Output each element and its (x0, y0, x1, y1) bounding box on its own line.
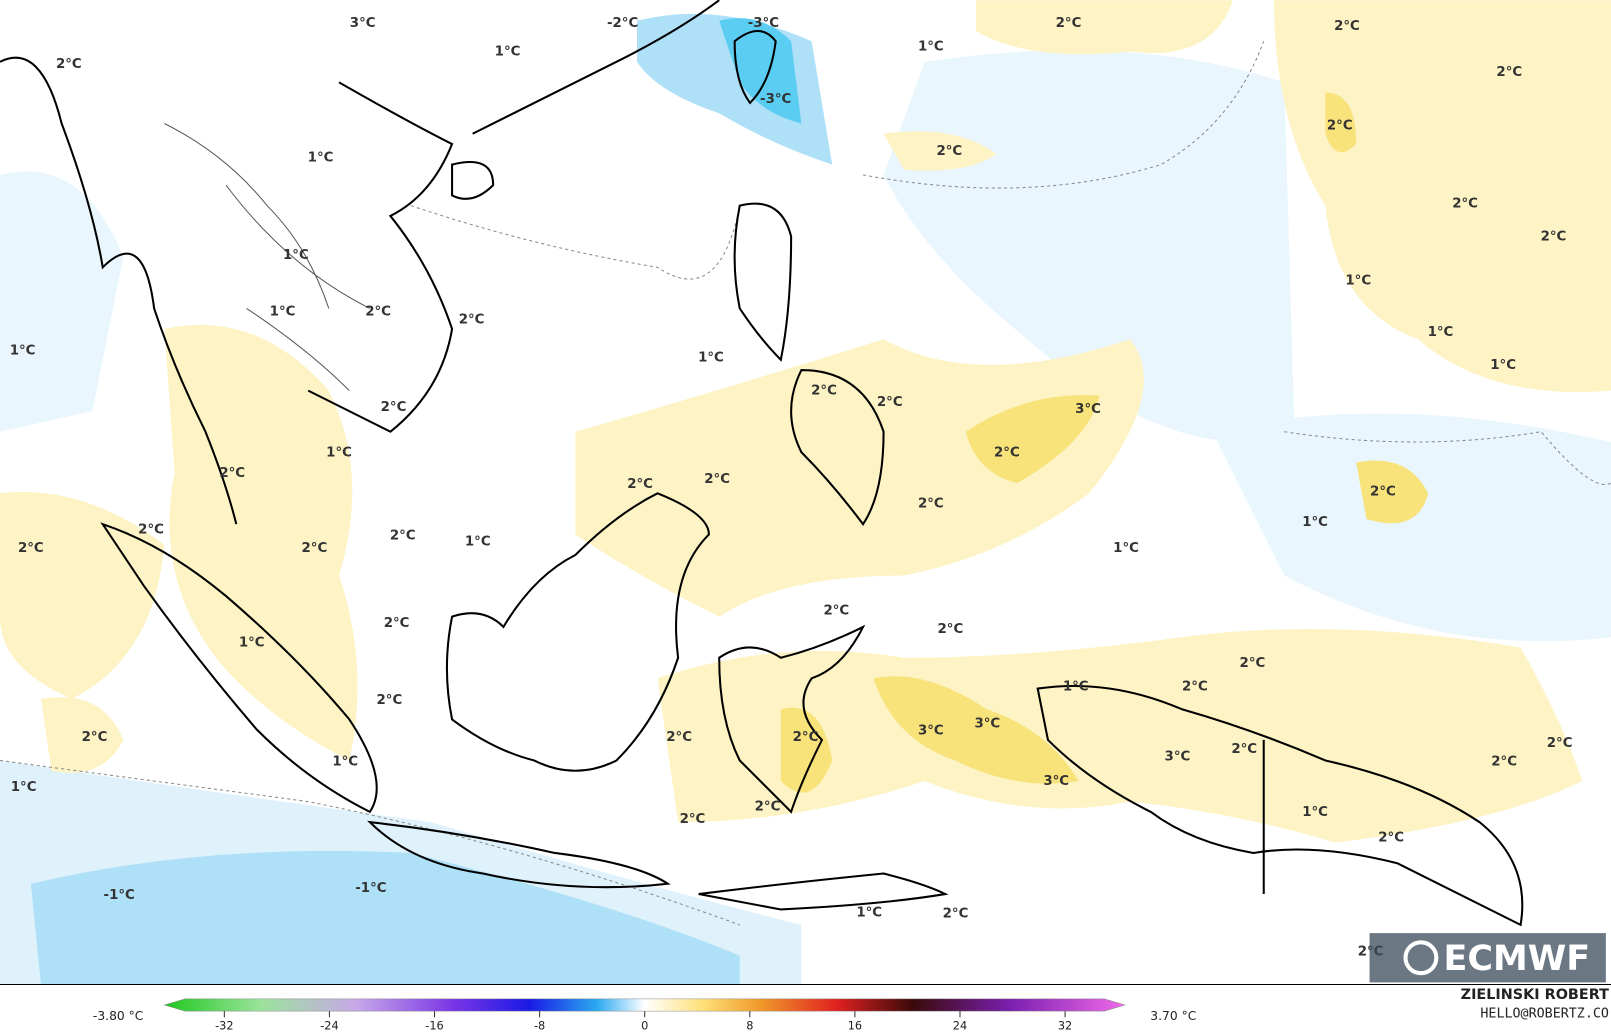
map-label: 2°C (302, 541, 328, 556)
map-label: 1°C (856, 906, 882, 921)
map-label: 2°C (704, 472, 730, 487)
map-label: 2°C (823, 603, 849, 618)
map-label: 2°C (811, 384, 837, 399)
map-label: 2°C (1231, 742, 1257, 757)
colorbar-min: -3.80 °C (93, 1009, 144, 1023)
map-label: 2°C (994, 445, 1020, 460)
map-label: 1°C (308, 150, 334, 165)
map-label: 2°C (377, 693, 403, 708)
map-label: 2°C (219, 466, 245, 481)
map-label: 1°C (11, 780, 37, 795)
map-label: 2°C (1182, 680, 1208, 695)
map-label: 1°C (495, 45, 521, 60)
map-label: 2°C (381, 400, 407, 415)
map-label: 2°C (936, 144, 962, 159)
map-label: 1°C (918, 39, 944, 54)
colorbar-ticks: -32 -24 -16 -8 0 8 16 24 32 (215, 1011, 1072, 1033)
map-label: 2°C (459, 313, 485, 328)
colorbar-max: 3.70 °C (1150, 1009, 1196, 1023)
map-label: 2°C (680, 812, 706, 827)
colorbar-tick-label: 24 (953, 1020, 967, 1033)
map-label: 1°C (1302, 805, 1328, 820)
colorbar-tick-label: 0 (641, 1020, 648, 1033)
map-label: 1°C (1490, 358, 1516, 373)
map-label: 2°C (1547, 736, 1573, 751)
map-label: 1°C (1113, 541, 1139, 556)
map-label: 1°C (326, 445, 352, 460)
map-label: 1°C (1302, 515, 1328, 530)
map-label: 2°C (18, 541, 44, 556)
map-label: 2°C (1378, 831, 1404, 846)
map-label: 1°C (239, 635, 265, 650)
map-label: 1°C (698, 351, 724, 366)
map-label: 2°C (1334, 19, 1360, 34)
map-label: 2°C (390, 528, 416, 543)
map-label: -2°C (607, 16, 638, 31)
map-label: 2°C (56, 57, 82, 72)
map-label: 2°C (918, 497, 944, 512)
map-label: 2°C (627, 477, 653, 492)
colorbar-tick-label: 32 (1058, 1020, 1072, 1033)
map-label: 2°C (1452, 197, 1478, 212)
map-label: 1°C (283, 248, 309, 263)
logo-text: ECMWF (1444, 939, 1591, 979)
map-label: 2°C (82, 730, 108, 745)
map-label: 3°C (918, 724, 944, 739)
map-label: 2°C (1056, 16, 1082, 31)
map-label: 2°C (1541, 229, 1567, 244)
map-label: 1°C (332, 755, 358, 770)
map-label: 2°C (1370, 484, 1396, 499)
coastlines (0, 0, 1524, 927)
contours (0, 41, 1611, 926)
map-label: -3°C (748, 16, 779, 31)
map-label: 1°C (270, 305, 296, 320)
anomaly-fill (0, 0, 1611, 987)
map-labels: 3°C -2°C 1°C -3°C -3°C 2°C 1°C 2°C 2°C 2°C 2°C 1°C 2… (10, 16, 1573, 960)
credit-author: ZIELINSKI ROBERT (1461, 987, 1609, 1003)
map-label: 2°C (1327, 119, 1353, 134)
colorbar-tick-label: -8 (534, 1020, 545, 1033)
map-label: 2°C (943, 907, 969, 922)
map-label: -3°C (760, 92, 791, 107)
colorbar-tick-label: -16 (425, 1020, 443, 1033)
map-label: 3°C (1075, 402, 1101, 417)
colorbar (163, 998, 1126, 1012)
logo: ECMWF (1369, 933, 1606, 983)
map-label: 2°C (666, 730, 692, 745)
map-label: 3°C (350, 16, 376, 31)
colorbar-tick-label: -32 (215, 1020, 233, 1033)
map-label: 2°C (365, 305, 391, 320)
map-label: 2°C (1491, 755, 1517, 770)
map-label: -1°C (355, 881, 386, 896)
map-label: 1°C (465, 535, 491, 550)
map-label: 2°C (877, 395, 903, 410)
credit-contact: HELLO@ROBERTZ.CO (1480, 1006, 1609, 1021)
map-label: 2°C (755, 800, 781, 815)
map-label: 1°C (10, 344, 36, 359)
map-label: 3°C (974, 716, 1000, 731)
map-label: 1°C (1063, 680, 1089, 695)
map-label: 2°C (1240, 656, 1266, 671)
map-label: 3°C (1165, 749, 1191, 764)
colorbar-tick-label: 8 (746, 1020, 753, 1033)
colorbar-tick-label: -24 (320, 1020, 338, 1033)
map-label: 2°C (384, 616, 410, 631)
map-label: 1°C (1428, 325, 1454, 340)
map-label: 2°C (1496, 65, 1522, 80)
map-label: 2°C (937, 622, 963, 637)
map-label: 1°C (1345, 274, 1371, 289)
map-label: -1°C (104, 888, 135, 903)
map-label: 3°C (1043, 774, 1069, 789)
map-label: 2°C (138, 522, 164, 537)
map-label: 2°C (793, 730, 819, 745)
colorbar-tick-label: 16 (848, 1020, 862, 1033)
